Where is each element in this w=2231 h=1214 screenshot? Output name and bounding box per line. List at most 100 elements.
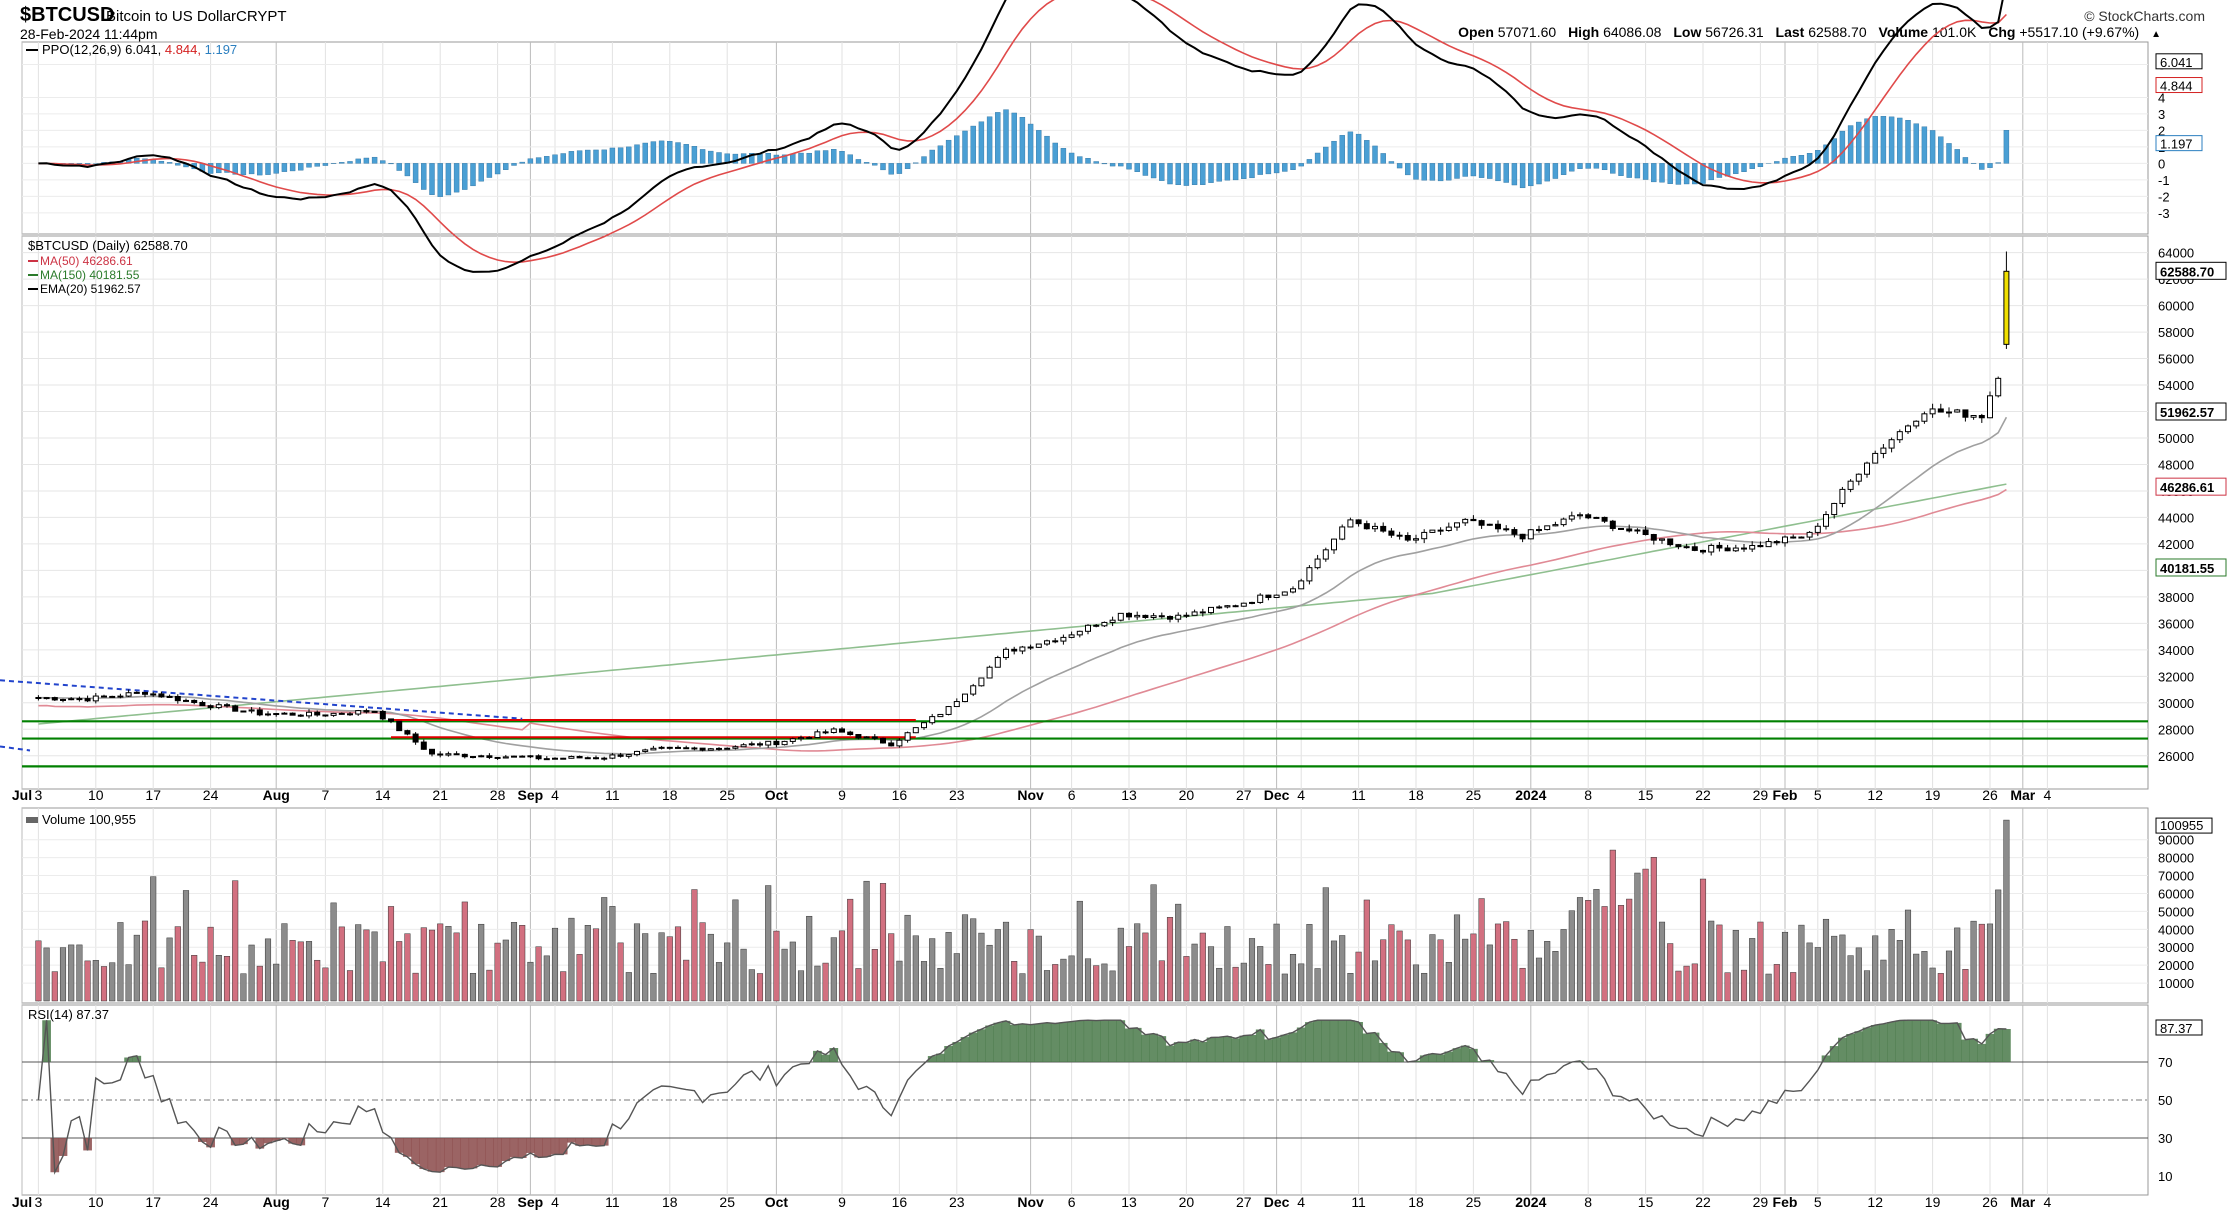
volume-bar bbox=[1986, 923, 1994, 1002]
ppo-histogram-bar bbox=[224, 163, 230, 173]
ppo-histogram-bar bbox=[175, 163, 181, 166]
volume-bar bbox=[330, 902, 337, 1002]
ppo-histogram-bar bbox=[1675, 163, 1682, 185]
ppo-histogram-bar bbox=[1355, 133, 1362, 164]
ohlc-value-last: 62588.70 bbox=[1808, 24, 1871, 40]
volume-bar bbox=[1453, 914, 1461, 1002]
brand-link[interactable]: © StockCharts.com bbox=[2084, 8, 2205, 24]
candle bbox=[1208, 606, 1214, 614]
x-axis-label: Feb bbox=[1773, 1194, 1798, 1210]
candle bbox=[1806, 531, 1813, 538]
ppo-histogram-bar bbox=[1396, 163, 1403, 169]
candle bbox=[445, 753, 452, 756]
rsi-legend: RSI(14) 87.37 bbox=[28, 1007, 109, 1022]
volume-bar bbox=[109, 962, 116, 1002]
candle bbox=[1823, 514, 1829, 527]
last-price-tag-box bbox=[2155, 261, 2227, 280]
volume-bar bbox=[100, 966, 108, 1002]
volume-bar bbox=[929, 938, 936, 1002]
ppo-histogram-bar bbox=[1347, 131, 1354, 164]
ppo-histogram-bar bbox=[281, 163, 288, 172]
ppo-histogram-bar bbox=[1093, 161, 1099, 164]
candle bbox=[617, 754, 624, 757]
candle bbox=[133, 691, 140, 694]
ppo-legend-signal: 4.844, bbox=[165, 42, 205, 57]
volume-bar bbox=[1806, 942, 1813, 1002]
candle bbox=[1224, 605, 1231, 608]
ppo-histogram-bar bbox=[1610, 163, 1616, 174]
volume-bar bbox=[1224, 926, 1231, 1002]
candle bbox=[347, 713, 353, 716]
volume-bar bbox=[1478, 898, 1485, 1002]
ppo-histogram-bar bbox=[1823, 144, 1829, 164]
volume-bar bbox=[986, 944, 993, 1002]
volume-bar bbox=[674, 926, 682, 1002]
ppo-histogram-bar bbox=[798, 152, 804, 164]
candle bbox=[1404, 534, 1411, 541]
volume-bar bbox=[322, 967, 329, 1002]
candle bbox=[256, 709, 263, 716]
ppo-histogram-bar bbox=[1601, 163, 1608, 171]
candle bbox=[1708, 544, 1715, 553]
ppo-histogram-bar bbox=[1200, 163, 1206, 185]
ppo-histogram-bar bbox=[1880, 116, 1887, 164]
candle bbox=[1847, 480, 1854, 490]
ppo-histogram-bar bbox=[626, 146, 632, 164]
volume-bar bbox=[732, 899, 739, 1002]
volume-bar bbox=[1183, 956, 1190, 1002]
x-axis-label: 3 bbox=[35, 1194, 43, 1210]
ppo-histogram-bar bbox=[1183, 163, 1190, 186]
volume-bar bbox=[1576, 897, 1584, 1002]
ppo-histogram-bar bbox=[453, 163, 460, 193]
ppo-histogram-bar bbox=[1446, 163, 1452, 181]
ppo-histogram-bar bbox=[921, 156, 927, 164]
x-axis-label: 15 bbox=[1638, 787, 1654, 803]
volume-bar bbox=[1675, 970, 1682, 1002]
ppo-histogram-bar bbox=[642, 142, 648, 164]
ppo-histogram-bar bbox=[1142, 163, 1149, 176]
volume-bar bbox=[601, 897, 608, 1002]
ppo-histogram-bar bbox=[207, 163, 214, 174]
candle bbox=[1339, 526, 1346, 540]
candle bbox=[1880, 447, 1887, 454]
candle bbox=[1888, 439, 1895, 449]
candle bbox=[461, 753, 468, 758]
volume-bar bbox=[59, 947, 67, 1002]
candle bbox=[937, 713, 944, 718]
ppo-histogram-bar bbox=[1749, 163, 1755, 169]
volume-bar bbox=[625, 972, 632, 1002]
candle bbox=[1896, 431, 1903, 441]
ppo-histogram-bar bbox=[855, 159, 862, 164]
volume-bar bbox=[1355, 951, 1362, 1002]
ppo-histogram-bar bbox=[166, 162, 173, 164]
ppo-histogram-bar bbox=[1946, 143, 1952, 164]
candle bbox=[699, 747, 706, 751]
candle bbox=[371, 710, 378, 713]
candle bbox=[314, 711, 321, 716]
x-axis-label: 16 bbox=[892, 787, 908, 803]
volume-bar bbox=[576, 954, 583, 1002]
ppo-legend-hist: 1.197 bbox=[205, 42, 238, 57]
ppo-histogram-bar bbox=[1159, 163, 1165, 181]
ppo-histogram-bar bbox=[1413, 163, 1419, 180]
volume-bar bbox=[1396, 930, 1403, 1002]
volume-bar bbox=[1363, 899, 1370, 1002]
candle bbox=[1470, 518, 1477, 522]
volume-bar bbox=[1626, 898, 1633, 1002]
volume-bar bbox=[937, 968, 944, 1002]
ppo-histogram-bar bbox=[1962, 157, 1969, 164]
price-axis-label: 48000 bbox=[2158, 457, 2194, 472]
x-axis-label: 11 bbox=[605, 787, 620, 803]
volume-bar bbox=[305, 941, 313, 1002]
candle bbox=[593, 757, 599, 760]
volume-axis-label: 50000 bbox=[2158, 904, 2194, 919]
volume-bar bbox=[740, 948, 747, 1002]
candle bbox=[355, 710, 362, 715]
ppo-histogram-bar bbox=[1536, 163, 1542, 185]
x-axis-label: 25 bbox=[1466, 787, 1482, 803]
ppo-histogram-bar bbox=[1708, 163, 1714, 181]
candle bbox=[650, 747, 657, 751]
volume-bar bbox=[666, 936, 673, 1002]
x-axis-label: 18 bbox=[662, 787, 678, 803]
